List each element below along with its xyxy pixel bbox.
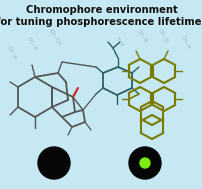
Circle shape: [38, 147, 70, 179]
Text: CH···O: CH···O: [26, 36, 38, 52]
Text: CH···π: CH···π: [6, 45, 18, 60]
Text: Chromophore environment
for tuning phosphorescence lifetimes: Chromophore environment for tuning phosp…: [0, 5, 202, 27]
Circle shape: [139, 158, 149, 168]
Text: CH···CH: CH···CH: [48, 28, 62, 47]
Text: CH···π: CH···π: [179, 35, 191, 50]
Text: π···π: π···π: [115, 36, 124, 47]
Text: CH···N: CH···N: [135, 28, 147, 44]
Text: CH···O: CH···O: [156, 28, 168, 44]
Circle shape: [128, 147, 160, 179]
